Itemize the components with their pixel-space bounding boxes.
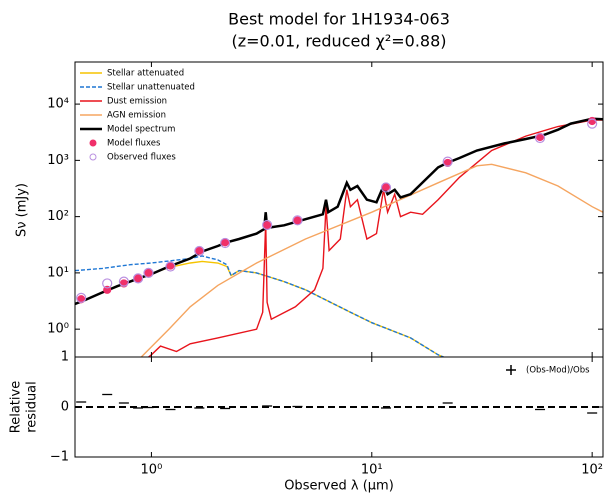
legend-marker	[89, 139, 97, 147]
observed-flux-point	[165, 261, 176, 272]
model-flux-point	[195, 246, 204, 255]
observed-flux-point	[292, 215, 303, 226]
y-axis-label: Sν (mJy)	[15, 183, 30, 237]
series-line	[75, 260, 446, 357]
x-tick-label: 10²	[581, 463, 603, 478]
model-flux-point	[293, 216, 302, 225]
x-tick-label: 10¹	[361, 463, 383, 478]
series-line	[148, 119, 603, 357]
observed-flux-point	[587, 118, 598, 129]
plot-area	[75, 116, 603, 357]
legend-label: Model spectrum	[107, 125, 175, 135]
y-axis-label: residual	[25, 381, 40, 433]
legend-label: Stellar attenuated	[107, 69, 184, 79]
series-line	[75, 117, 603, 306]
observed-flux-point	[380, 182, 392, 193]
legend-marker	[506, 365, 516, 375]
observed-flux-point	[143, 267, 154, 278]
y-tick-label: 1	[61, 350, 69, 365]
y-tick-label: 10²	[47, 209, 69, 224]
chart-subtitle: (z=0.01, reduced χ²=0.88)	[231, 32, 446, 51]
legend-label: AGN emission	[107, 111, 166, 121]
x-tick-label: 10⁰	[141, 463, 163, 478]
y-tick-label: 10³	[47, 153, 69, 168]
y-tick-label: 10¹	[47, 265, 69, 280]
y-tick-label: 10⁴	[47, 97, 69, 112]
legend-label: Observed fluxes	[107, 153, 176, 163]
model-flux-point	[263, 221, 272, 230]
observed-flux-point	[262, 219, 273, 231]
observed-flux-point	[194, 245, 205, 257]
series-line	[75, 255, 446, 357]
series-line	[140, 163, 603, 357]
observed-flux-point	[76, 292, 87, 303]
observed-flux-point	[442, 156, 453, 167]
legend-label: Model fluxes	[107, 139, 161, 149]
legend-label: Stellar unattenuated	[107, 83, 195, 93]
y-tick-label: −1	[50, 450, 69, 465]
legend-label: Dust emission	[107, 97, 167, 107]
y-tick-label: 10⁰	[47, 322, 69, 337]
model-flux-point	[144, 268, 153, 277]
model-flux-point	[119, 279, 128, 288]
y-axis-label: Relative	[9, 381, 24, 433]
observed-flux-point	[118, 276, 129, 287]
legend-marker	[89, 153, 97, 161]
observed-flux-point	[220, 237, 231, 249]
observed-flux-point	[534, 132, 546, 144]
observed-flux-point	[132, 273, 144, 284]
x-axis-label: Observed λ (μm)	[284, 479, 394, 494]
model-flux-point	[133, 274, 143, 283]
chart-title: Best model for 1H1934-063	[228, 10, 450, 29]
legend-label: (Obs-Mod)/Obs	[526, 366, 590, 376]
observed-flux-point	[102, 278, 113, 289]
y-tick-label: 0	[61, 400, 69, 415]
